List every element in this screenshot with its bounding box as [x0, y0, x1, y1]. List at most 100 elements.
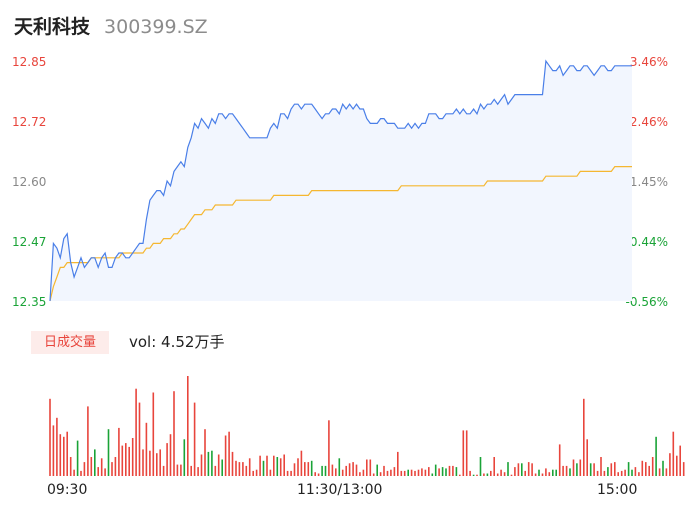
volume-bar [310, 460, 313, 476]
y-left-tick: 12.85 [12, 55, 47, 69]
volume-bar [52, 425, 55, 476]
volume-bar [341, 469, 344, 476]
volume-bar [156, 453, 158, 476]
volume-bar [538, 469, 540, 476]
volume-bar [472, 474, 475, 476]
volume-bar [434, 464, 437, 476]
volume-bar [324, 465, 327, 476]
y-left-tick: 12.47 [12, 235, 47, 249]
volume-bar [142, 449, 144, 476]
volume-bar [228, 431, 230, 476]
volume-bar [400, 470, 403, 476]
volume-bar [273, 455, 275, 476]
volume-bar [607, 467, 609, 476]
volume-bar [90, 457, 93, 476]
volume-bar [200, 454, 203, 476]
volume-bar [149, 450, 151, 476]
volume-bar [297, 458, 299, 476]
volume-bar [235, 460, 237, 476]
volume-bar [648, 465, 650, 476]
volume-bar [190, 465, 192, 476]
volume-bar [362, 469, 365, 476]
volume-bar [428, 467, 430, 476]
volume-bar [410, 469, 413, 476]
volume-bar [49, 398, 51, 476]
volume-bar [424, 469, 427, 476]
stock-code: 300399.SZ [104, 16, 208, 38]
volume-bar [493, 457, 495, 476]
volume-bar [173, 391, 175, 476]
volume-bar [541, 473, 544, 476]
volume-bar [507, 462, 509, 476]
period-tab-daily-volume[interactable]: 日成交量 [31, 331, 109, 354]
volume-bar [162, 465, 165, 476]
volume-bar [503, 472, 506, 476]
volume-bar [204, 429, 206, 476]
volume-bar [414, 470, 416, 476]
volume-bar [73, 469, 75, 476]
volume-bar [496, 473, 499, 476]
volume-bar [359, 472, 361, 476]
volume-bar [338, 458, 341, 476]
volume-bar [452, 465, 454, 476]
volume-bar [476, 474, 478, 476]
volume-bar [397, 451, 399, 476]
volume-bar [672, 431, 675, 476]
volume-bar [169, 434, 172, 476]
volume-bar [531, 463, 533, 476]
volume-bar [576, 463, 578, 476]
volume-bar [331, 464, 334, 476]
volume-bar [252, 470, 254, 476]
volume-bar [462, 430, 465, 476]
volume-bar [445, 468, 447, 476]
y-right-tick: 3.46% [629, 55, 668, 69]
volume-bar [555, 469, 557, 476]
volume-bar [614, 462, 616, 476]
volume-bar [548, 472, 551, 476]
volume-bar [438, 468, 440, 476]
volume-bar [455, 467, 458, 476]
volume-bar [620, 470, 623, 476]
volume-bar [290, 470, 292, 476]
volume-bar [293, 463, 296, 476]
volume-bar [145, 422, 148, 476]
volume-bar [221, 459, 223, 476]
volume-readout: vol: 4.52万手 [129, 333, 225, 351]
volume-bar [286, 470, 289, 476]
volume-bar [514, 467, 516, 476]
volume-bar [679, 445, 681, 476]
volume-bar [231, 451, 234, 476]
volume-bar [152, 392, 155, 476]
volume-bar [386, 470, 389, 476]
stock-name: 天利科技 [14, 16, 91, 38]
volume-bar [242, 462, 244, 476]
volume-bar [345, 465, 347, 476]
volume-bar [266, 455, 268, 476]
volume-bar [159, 449, 161, 476]
volume-bar [111, 462, 113, 476]
volume-bar [87, 406, 89, 476]
volume-bar [328, 420, 330, 476]
volume-bar [104, 468, 106, 476]
volume-bar [238, 462, 241, 476]
volume-bar [393, 467, 396, 476]
volume-bar [469, 470, 471, 476]
volume-bar [383, 465, 385, 476]
volume-bar [638, 472, 640, 476]
volume-bar [376, 464, 378, 476]
volume-bar [379, 472, 382, 476]
volume-bar [545, 468, 547, 476]
volume-bar [593, 463, 595, 476]
volume-bar [483, 473, 485, 476]
x-tick-close: 15:00 [597, 482, 638, 498]
volume-bar [128, 446, 130, 476]
volume-bar [417, 469, 420, 476]
volume-bar [390, 469, 392, 476]
volume-bar [304, 462, 306, 476]
y-right-tick: 0.44% [629, 235, 668, 249]
volume-bar [217, 454, 220, 476]
y-left-tick: 12.72 [12, 115, 47, 129]
volume-bar [596, 470, 599, 476]
volume-bar [662, 460, 664, 476]
